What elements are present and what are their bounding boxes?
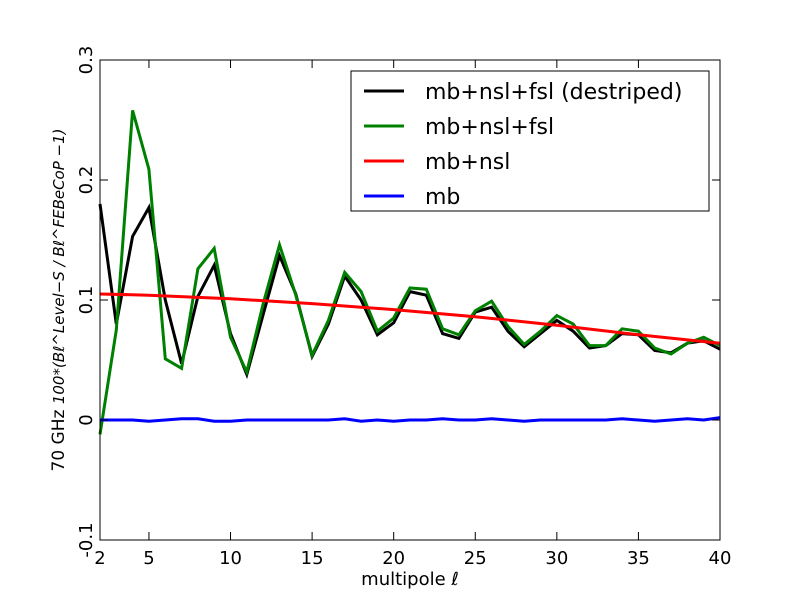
y-axis-label-math: 100*(Bℓ^Level−S / Bℓ^FEBeCoP −1) (50, 128, 68, 404)
series-line-0 (98, 203, 721, 380)
x-tick-label: 10 (219, 548, 242, 569)
x-tick-label: 15 (301, 548, 324, 569)
series-line-2 (99, 292, 721, 345)
series-layer (98, 109, 721, 435)
y-tick-label: 0 (76, 414, 97, 425)
legend: mb+nsl+fsl (destriped) mb+nsl+fsl mb+nsl mb (350, 70, 710, 212)
x-tick-label: 35 (627, 548, 650, 569)
legend-label-0: mb+nsl+fsl (destriped) (425, 80, 682, 105)
ticks-layer: 2 5 10 15 20 25 30 35 40-0.100.10.20.3 (76, 46, 731, 569)
x-axis-label: multipole ℓ (361, 569, 459, 590)
legend-label-1: mb+nsl+fsl (425, 115, 554, 140)
x-tick-label: 20 (382, 548, 405, 569)
y-axis-label-prefix: 70 GHz (49, 404, 69, 471)
y-axis-label: 70 GHz 100*(Bℓ^Level−S / Bℓ^FEBeCoP −1) (49, 128, 69, 471)
y-tick-label: 0.1 (76, 286, 97, 315)
x-tick-label: 25 (464, 548, 487, 569)
x-tick-label: 40 (709, 548, 732, 569)
x-tick-label: 30 (545, 548, 568, 569)
series-line-1 (98, 109, 721, 435)
series-line-3 (100, 416, 721, 423)
x-tick-label: 2 (94, 548, 105, 569)
x-tick-label: 5 (143, 548, 154, 569)
y-tick-label: 0.3 (76, 46, 97, 75)
y-tick-label: -0.1 (76, 522, 97, 557)
y-tick-label: 0.2 (76, 166, 97, 195)
legend-box (350, 70, 710, 212)
legend-label-3: mb (425, 185, 460, 210)
legend-label-2: mb+nsl (425, 150, 510, 175)
